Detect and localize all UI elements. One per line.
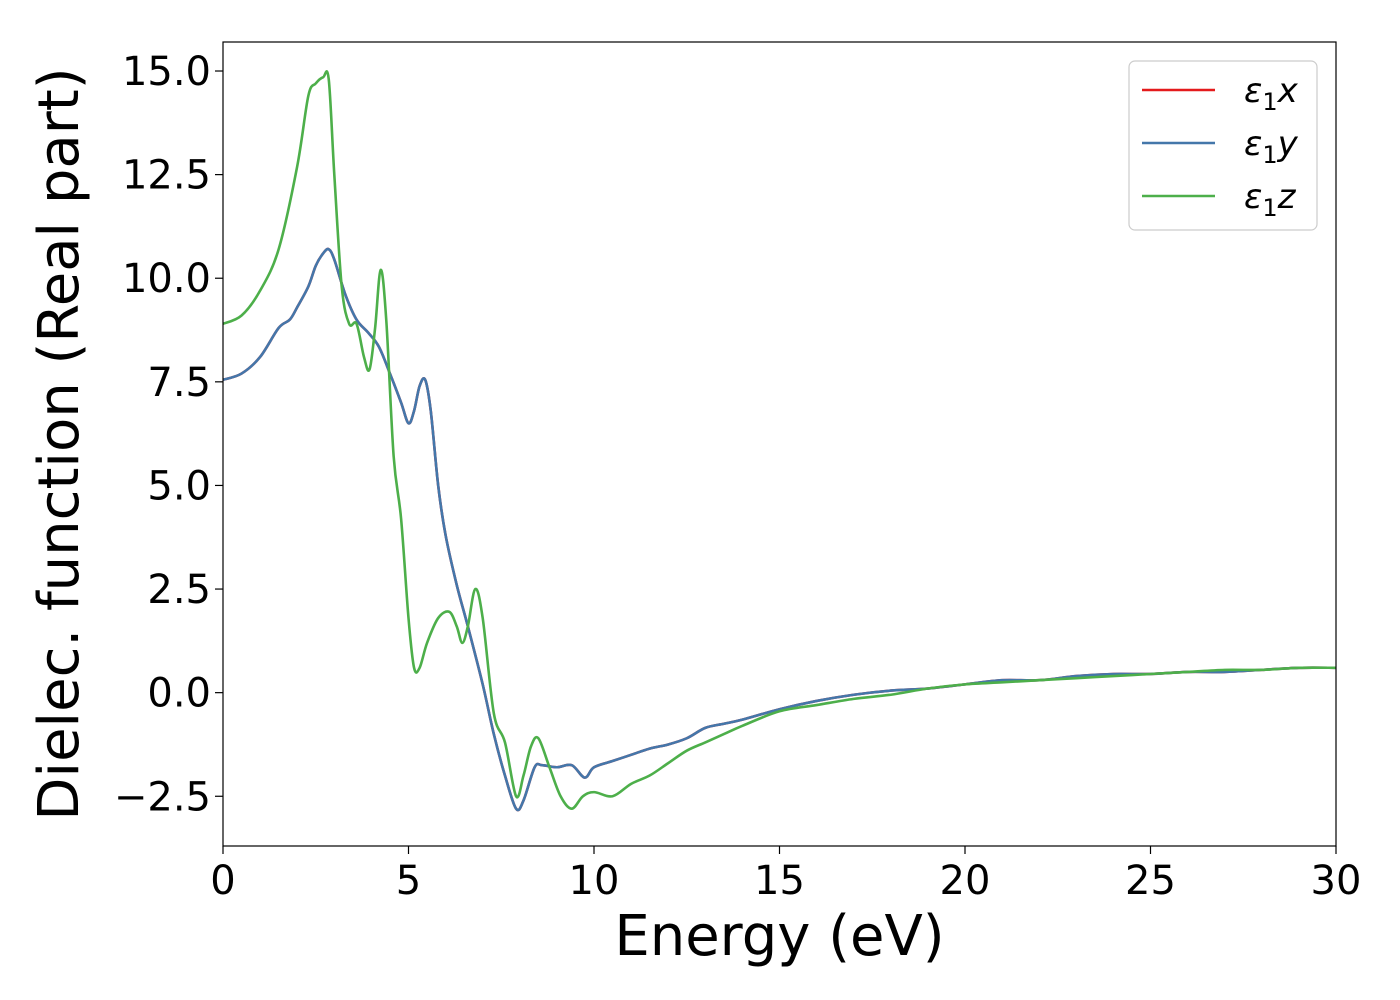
x-tick-label: 5 [396,858,421,904]
x-tick-label: 25 [1125,858,1176,904]
y-tick-label: −2.5 [114,774,211,820]
legend-label: ε1z [1244,177,1297,222]
legend-box [1128,60,1318,231]
x-tick-label: 0 [210,858,235,904]
x-tick-label: 20 [940,858,991,904]
series-line-z [223,70,1336,810]
x-axis-label: Energy (eV) [614,904,944,969]
y-axis-label: Dielec. function (Real part) [27,67,92,820]
y-tick-label: 15.0 [122,49,211,95]
y-tick-label: 5.0 [147,463,211,509]
y-tick-label: 10.0 [122,256,211,302]
x-axis: 0 5 10 15 20 25 30 [210,846,1361,904]
x-tick-label: 15 [754,858,805,904]
y-tick-label: 2.5 [147,567,211,613]
legend-entries: ε1x ε1y ε1z [1142,71,1299,222]
legend-entry-y: ε1y [1142,124,1299,169]
y-tick-label: 0.0 [147,671,211,717]
y-axis: −2.5 0.0 2.5 5.0 7.5 10.0 12.5 15.0 [114,49,223,820]
legend-label: ε1x [1244,71,1299,116]
x-tick-label: 30 [1311,858,1362,904]
legend-label: ε1y [1244,124,1299,169]
legend-entry-x: ε1x [1142,71,1299,116]
plot-lines [223,70,1336,812]
legend: ε1x ε1y ε1z [1128,60,1318,231]
legend-entry-z: ε1z [1142,177,1297,222]
y-tick-label: 12.5 [122,153,211,199]
y-tick-label: 7.5 [147,360,211,406]
x-tick-label: 10 [569,858,620,904]
